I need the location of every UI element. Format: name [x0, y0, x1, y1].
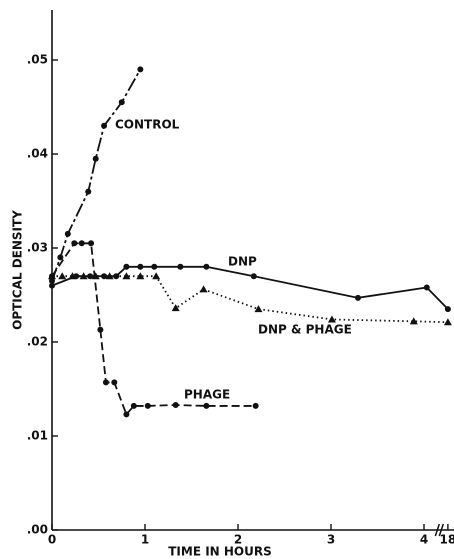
- point: [354, 294, 361, 301]
- point: [58, 272, 67, 280]
- point: [130, 402, 137, 409]
- y-tick-label: .01: [27, 429, 48, 443]
- point: [144, 402, 151, 409]
- series-label: DNP: [228, 255, 257, 269]
- x-tick-label: 0: [48, 533, 56, 547]
- y-axis-label: OPTICAL DENSITY: [11, 210, 25, 330]
- x-tick-label: 2: [234, 533, 242, 547]
- y-tick-label: .03: [27, 241, 48, 255]
- point: [203, 263, 210, 270]
- y-tick-label: .05: [27, 53, 48, 67]
- series-label: DNP & PHAGE: [258, 323, 352, 337]
- point: [171, 304, 180, 312]
- point: [137, 66, 144, 73]
- point: [97, 326, 104, 333]
- series-label: CONTROL: [115, 118, 180, 132]
- point: [123, 263, 130, 270]
- point: [250, 273, 257, 280]
- x-tick-label: 1: [141, 533, 149, 547]
- point: [92, 155, 99, 162]
- point: [111, 379, 118, 386]
- point: [252, 402, 259, 409]
- point: [203, 402, 210, 409]
- x-axis-label: TIME IN HOURS: [168, 545, 272, 559]
- point: [152, 272, 161, 280]
- point: [137, 263, 144, 270]
- point: [327, 315, 336, 323]
- point: [199, 285, 208, 293]
- point: [85, 188, 92, 195]
- y-tick-label: .00: [27, 523, 48, 537]
- point: [64, 230, 71, 237]
- point: [105, 272, 114, 280]
- point: [88, 240, 95, 247]
- point: [151, 263, 158, 270]
- axis-break: [434, 523, 445, 537]
- series-label: PHAGE: [184, 388, 230, 402]
- x-tick-label: 18: [440, 533, 454, 547]
- x-tick-label: 3: [327, 533, 335, 547]
- x-tick-label: 4: [420, 533, 428, 547]
- point: [102, 379, 109, 386]
- y-tick-label: .02: [27, 335, 48, 349]
- point: [136, 272, 145, 280]
- point: [91, 272, 100, 280]
- point: [443, 318, 452, 326]
- point: [101, 273, 108, 280]
- point: [122, 272, 131, 280]
- point: [79, 272, 88, 280]
- point: [444, 306, 451, 313]
- point: [254, 305, 263, 313]
- point: [172, 401, 179, 408]
- series-line: [51, 265, 449, 310]
- point: [123, 411, 130, 418]
- point: [49, 282, 55, 289]
- point: [78, 240, 85, 247]
- point: [49, 273, 55, 280]
- point: [118, 99, 125, 106]
- point: [68, 272, 77, 280]
- point: [101, 122, 108, 129]
- point: [409, 317, 418, 325]
- point: [71, 240, 78, 247]
- point: [177, 263, 184, 270]
- y-tick-label: .04: [27, 147, 48, 161]
- point: [57, 254, 64, 261]
- point: [87, 273, 94, 280]
- series-line: [52, 275, 448, 324]
- point: [49, 277, 55, 284]
- series-line: [51, 68, 142, 282]
- point: [423, 284, 430, 291]
